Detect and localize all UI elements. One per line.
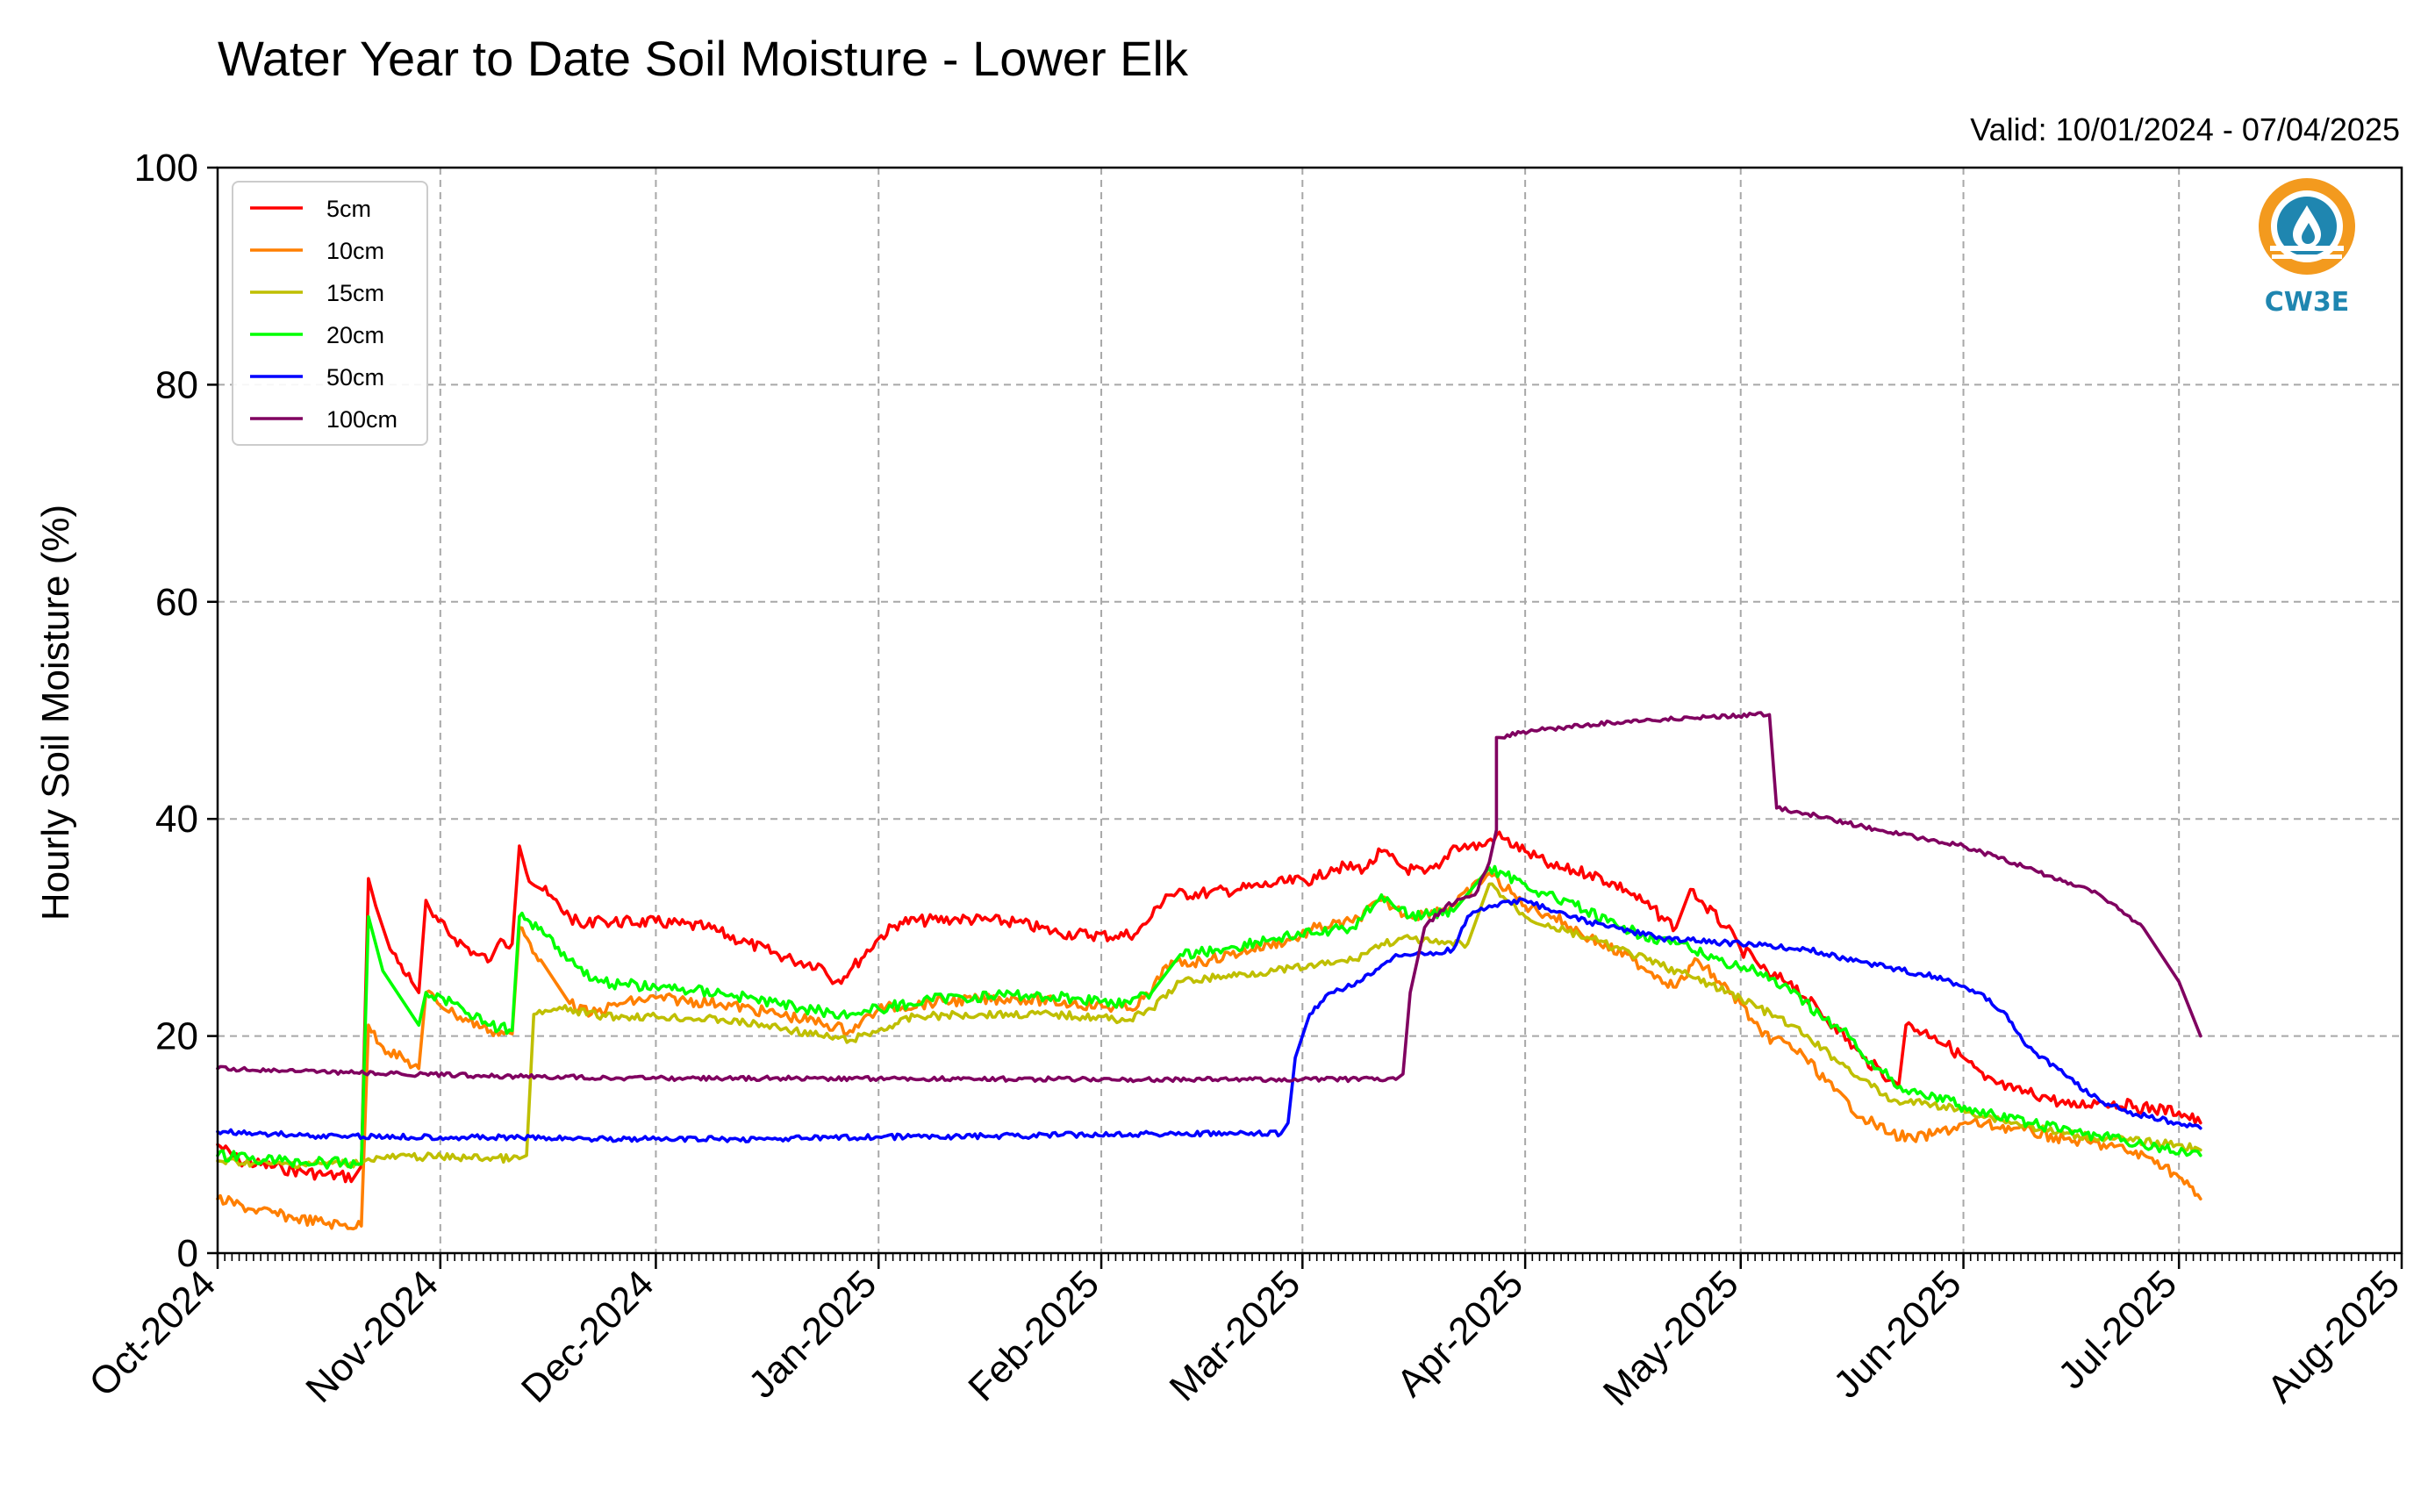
series-line-50cm [216, 897, 2202, 1143]
series-line-100cm [216, 711, 2202, 1084]
x-tick-label: Jan-2025 [741, 1262, 885, 1406]
series-line-10cm [216, 871, 2202, 1231]
chart-subtitle: Valid: 10/01/2024 - 07/04/2025 [1970, 111, 2400, 147]
x-tick-label: Jun-2025 [1825, 1262, 1969, 1406]
legend-label: 10cm [326, 238, 384, 264]
legend: 5cm 10cm 15cm 20cm 50cm 100cm [232, 181, 428, 446]
y-axis-label: Hourly Soil Moisture (%) [34, 505, 77, 921]
water-drop-logo-icon [2259, 178, 2355, 275]
legend-label: 50cm [326, 364, 384, 391]
plot-frame [216, 166, 2403, 1255]
chart-title: Water Year to Date Soil Moisture - Lower… [218, 31, 1189, 86]
y-tick-label: 0 [177, 1232, 198, 1275]
legend-label: 5cm [326, 196, 371, 222]
series-lines [216, 711, 2202, 1231]
x-tick-label: Aug-2025 [2259, 1262, 2408, 1411]
x-tick-label: Jul-2025 [2050, 1262, 2185, 1397]
series-line-5cm [216, 830, 2202, 1184]
cw3e-logo: CW3E [2259, 178, 2355, 318]
x-tick-label: Nov-2024 [297, 1262, 447, 1411]
series-line-15cm [216, 882, 2202, 1170]
legend-label: 20cm [326, 322, 384, 348]
legend-label: 15cm [326, 280, 384, 306]
legend-box [232, 181, 428, 446]
x-tick-label: Apr-2025 [1389, 1262, 1532, 1405]
y-tick-label: 20 [155, 1015, 198, 1058]
x-tick-label: Dec-2024 [513, 1262, 663, 1411]
y-tick-label: 80 [155, 363, 198, 406]
y-tick-label: 40 [155, 798, 198, 841]
y-tick-label: 60 [155, 581, 198, 624]
series-line-20cm [216, 864, 2202, 1170]
x-tick-label: Mar-2025 [1162, 1262, 1309, 1409]
grid [218, 168, 2402, 1253]
legend-label: 100cm [326, 406, 398, 433]
y-tick-label: 100 [134, 147, 198, 190]
x-tick-label: May-2025 [1595, 1262, 1747, 1414]
axes: 0 20 40 60 80 100 Oct-2024 Nov-2024 Dec-2024 Jan-… [81, 147, 2408, 1414]
logo-text: CW3E [2265, 287, 2349, 318]
x-tick-label: Oct-2024 [81, 1262, 224, 1405]
x-tick-label: Feb-2025 [960, 1262, 1107, 1409]
